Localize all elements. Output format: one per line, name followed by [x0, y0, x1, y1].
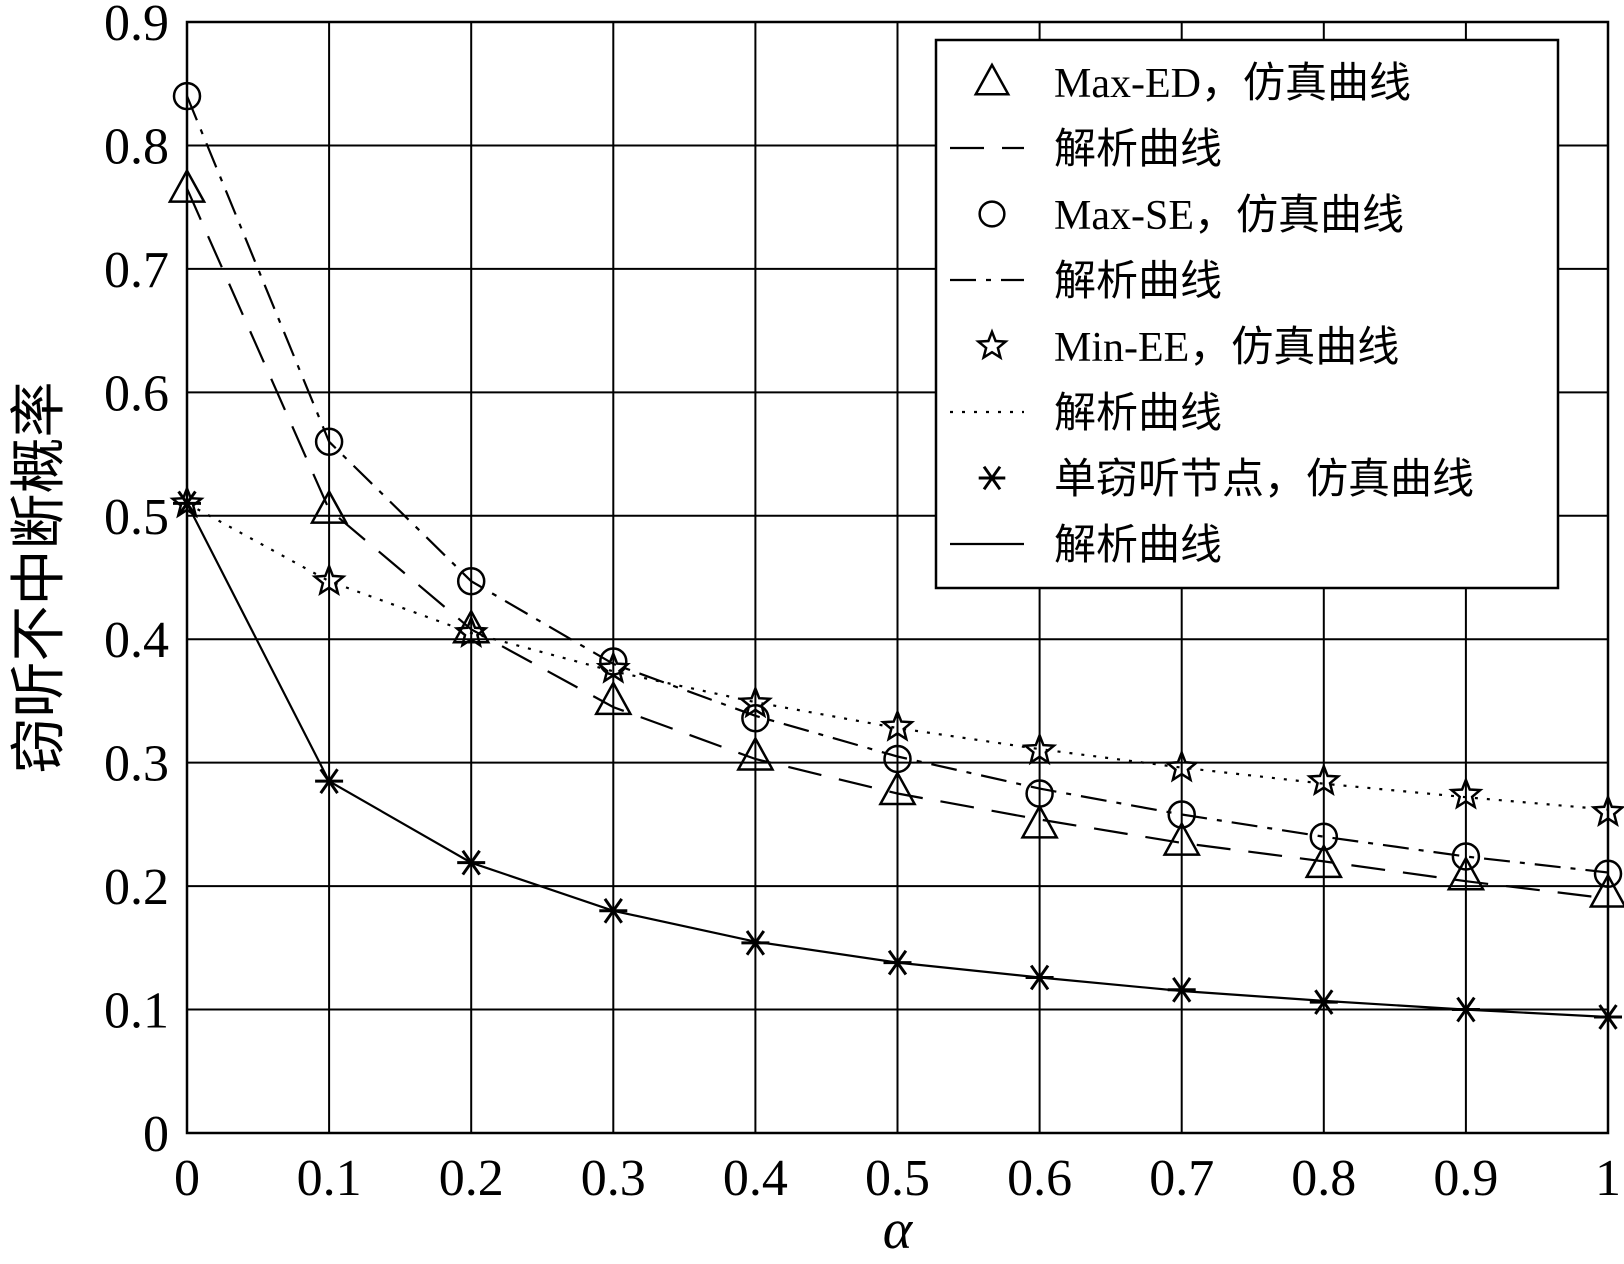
data-point-circle — [741, 703, 770, 733]
x-tick-label: 1 — [1595, 1150, 1621, 1207]
y-tick-label: 0.5 — [104, 489, 169, 546]
legend-entry: 解析曲线 — [950, 259, 1222, 305]
legend-label: Max-ED，仿真曲线 — [1054, 61, 1411, 107]
x-tick-label: 0.6 — [1007, 1150, 1072, 1207]
x-tick-label: 0.7 — [1149, 1150, 1214, 1207]
data-point-star — [879, 708, 916, 742]
y-tick-label: 0.8 — [104, 118, 169, 175]
legend-marker-triangle — [973, 62, 1011, 96]
series-line-dashed — [185, 188, 1609, 900]
data-point-star — [1022, 731, 1058, 766]
legend-label: 单窃听节点，仿真曲线 — [1054, 457, 1474, 503]
legend-entry: Max-ED，仿真曲线 — [973, 61, 1411, 107]
data-point-star — [1306, 762, 1342, 797]
x-axis-label: α — [883, 1199, 914, 1259]
tick-labels: 0 0.1 0.2 0.3 0.4 0.5 0.6 0.7 0.8 0.9 1 0 0.1 0.2 0.3 0… — [104, 0, 1621, 1207]
legend-entry: Max-SE，仿真曲线 — [978, 193, 1404, 239]
data-point-triangle — [736, 735, 775, 771]
data-point-circle — [314, 427, 344, 456]
legend-entry: 单窃听节点，仿真曲线 — [978, 457, 1474, 503]
y-tick-label: 0 — [143, 1106, 169, 1163]
series-line-solid — [186, 502, 1609, 1019]
y-tick-label: 0.4 — [104, 612, 169, 669]
data-point-circle — [883, 744, 912, 774]
x-tick-label: 0.4 — [723, 1150, 788, 1207]
legend-box — [934, 38, 1560, 590]
y-tick-label: 0.3 — [104, 736, 169, 793]
legend-marker-asterisk — [978, 465, 1006, 491]
data-point-circle — [1167, 800, 1196, 829]
legend-label: 解析曲线 — [1054, 259, 1222, 305]
legend-marker-circle — [978, 200, 1006, 228]
data-point-circle — [1309, 822, 1339, 851]
legend-label: Min-EE，仿真曲线 — [1054, 325, 1399, 371]
data-point-star — [595, 650, 631, 684]
data-point-triangle — [309, 489, 349, 524]
y-tick-label: 0.9 — [104, 0, 169, 52]
x-tick-label: 0.9 — [1433, 1150, 1498, 1207]
data-point-triangle — [1446, 855, 1486, 891]
data-point-star — [1448, 776, 1484, 810]
legend-entry: Min-EE，仿真曲线 — [975, 325, 1399, 371]
legend-entry: 解析曲线 — [950, 391, 1222, 437]
x-tick-label: 0.8 — [1291, 1150, 1356, 1207]
legend-label: 解析曲线 — [1054, 127, 1222, 173]
legend-entry: 解析曲线 — [950, 523, 1222, 569]
y-tick-label: 0.1 — [104, 983, 169, 1040]
data-point-star — [737, 684, 773, 719]
y-tick-label: 0.6 — [104, 365, 169, 422]
data-point-triangle — [594, 680, 633, 716]
legend-label: Max-SE，仿真曲线 — [1054, 193, 1404, 239]
legend-label: 解析曲线 — [1054, 391, 1222, 437]
y-tick-label: 0.7 — [104, 242, 169, 299]
x-tick-label: 0.2 — [439, 1150, 504, 1207]
plot-frame — [185, 20, 1610, 1135]
y-axis-label: 窃听不中断概率 — [9, 382, 71, 774]
series-layer — [167, 81, 1624, 1030]
y-tick-label: 0.2 — [104, 859, 169, 916]
x-tick-label: 0 — [174, 1150, 200, 1207]
data-point-star — [311, 562, 347, 597]
legend-entry: 解析曲线 — [950, 127, 1222, 173]
x-tick-label: 0.1 — [297, 1150, 362, 1207]
data-point-circle — [1451, 842, 1481, 871]
legend-marker-star — [975, 328, 1009, 361]
x-tick-label: 0.5 — [865, 1150, 930, 1207]
series-line-dashdot — [185, 95, 1609, 874]
data-point-circle — [456, 566, 486, 596]
legend-label: 解析曲线 — [1054, 523, 1222, 569]
x-tick-label: 0.3 — [581, 1150, 646, 1207]
data-point-circle — [1025, 779, 1054, 808]
data-point-triangle — [878, 770, 917, 806]
data-point-star — [1164, 749, 1200, 783]
data-point-triangle — [1162, 821, 1201, 856]
